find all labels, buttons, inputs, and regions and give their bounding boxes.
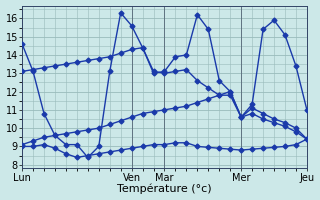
X-axis label: Température (°c): Température (°c)	[117, 184, 212, 194]
